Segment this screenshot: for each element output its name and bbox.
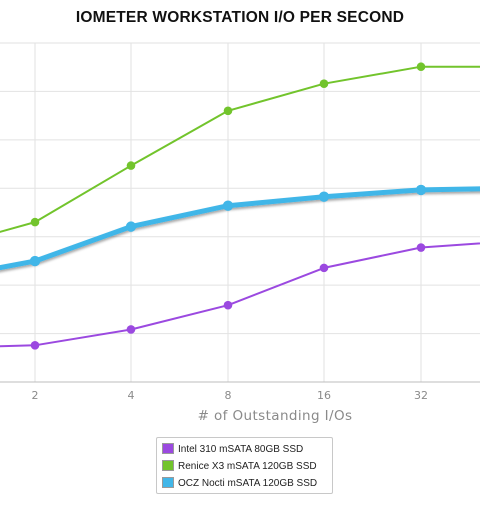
data-point[interactable] [30, 217, 40, 227]
data-point[interactable] [223, 106, 233, 116]
legend-swatch-ocz [162, 477, 174, 488]
series-1 [0, 62, 480, 233]
legend-swatch-renice [162, 460, 174, 471]
legend-item-intel[interactable]: Intel 310 mSATA 80GB SSD [162, 442, 332, 459]
x-tick-label: 4 [128, 389, 135, 402]
series-line [0, 186, 480, 271]
vertical-gridlines [34, 43, 422, 382]
legend-label-intel: Intel 310 mSATA 80GB SSD [178, 444, 304, 455]
data-point[interactable] [223, 300, 233, 310]
series-2 [0, 184, 480, 271]
series-line [0, 65, 480, 233]
data-point[interactable] [416, 243, 426, 252]
x-tick-label: 8 [225, 389, 232, 402]
data-point[interactable] [222, 200, 234, 211]
data-point[interactable] [416, 62, 426, 72]
legend-item-ocz[interactable]: OCZ Nocti mSATA 120GB SSD [162, 476, 332, 493]
x-tick-label: 16 [317, 389, 331, 402]
legend-label-ocz: OCZ Nocti mSATA 120GB SSD [178, 478, 318, 489]
x-tick-label: 2 [32, 389, 39, 402]
series-layer [0, 62, 480, 350]
data-point[interactable] [29, 255, 41, 267]
x-tick-label: 32 [414, 389, 428, 402]
data-point[interactable] [126, 325, 136, 334]
data-point[interactable] [319, 263, 329, 273]
data-point[interactable] [415, 184, 427, 196]
legend: Intel 310 mSATA 80GB SSD Renice X3 mSATA… [156, 437, 333, 494]
series-line [0, 242, 480, 348]
legend-item-renice[interactable]: Renice X3 mSATA 120GB SSD [162, 459, 332, 476]
data-point[interactable] [318, 191, 330, 202]
x-axis-label: # of Outstanding I/Os [198, 408, 353, 424]
x-tick-labels: 2 4 8 16 32 [32, 389, 429, 402]
data-point[interactable] [319, 79, 329, 88]
data-point[interactable] [126, 161, 136, 170]
chart-title: IOMETER WORKSTATION I/O PER SECOND [75, 9, 405, 26]
data-point[interactable] [125, 221, 137, 232]
legend-swatch-intel [162, 443, 174, 454]
horizontal-gridlines [0, 42, 480, 383]
legend-label-renice: Renice X3 mSATA 120GB SSD [178, 461, 317, 472]
series-0 [0, 242, 480, 350]
data-point[interactable] [30, 340, 40, 350]
